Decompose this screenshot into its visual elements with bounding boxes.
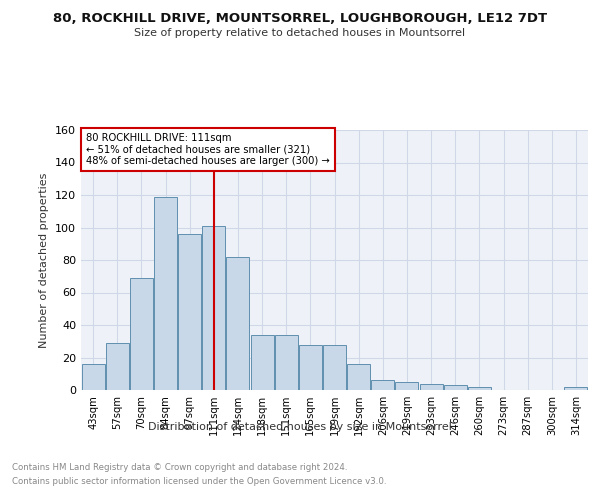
Text: Contains HM Land Registry data © Crown copyright and database right 2024.: Contains HM Land Registry data © Crown c… xyxy=(12,462,347,471)
Bar xyxy=(419,384,443,390)
Bar xyxy=(444,385,467,390)
Bar xyxy=(130,278,153,390)
Text: 80 ROCKHILL DRIVE: 111sqm
← 51% of detached houses are smaller (321)
48% of semi: 80 ROCKHILL DRIVE: 111sqm ← 51% of detac… xyxy=(86,132,330,166)
Text: Size of property relative to detached houses in Mountsorrel: Size of property relative to detached ho… xyxy=(134,28,466,38)
Text: Contains public sector information licensed under the Open Government Licence v3: Contains public sector information licen… xyxy=(12,478,386,486)
Bar xyxy=(323,344,346,390)
Y-axis label: Number of detached properties: Number of detached properties xyxy=(40,172,49,348)
Bar xyxy=(275,335,298,390)
Bar xyxy=(202,226,225,390)
Bar xyxy=(347,364,370,390)
Bar xyxy=(226,257,250,390)
Bar xyxy=(371,380,394,390)
Bar xyxy=(299,344,322,390)
Bar xyxy=(82,364,104,390)
Text: Distribution of detached houses by size in Mountsorrel: Distribution of detached houses by size … xyxy=(148,422,452,432)
Bar xyxy=(468,387,491,390)
Bar xyxy=(395,382,418,390)
Bar xyxy=(178,234,201,390)
Text: 80, ROCKHILL DRIVE, MOUNTSORREL, LOUGHBOROUGH, LE12 7DT: 80, ROCKHILL DRIVE, MOUNTSORREL, LOUGHBO… xyxy=(53,12,547,26)
Bar xyxy=(565,387,587,390)
Bar xyxy=(154,196,177,390)
Bar xyxy=(251,335,274,390)
Bar xyxy=(106,343,128,390)
